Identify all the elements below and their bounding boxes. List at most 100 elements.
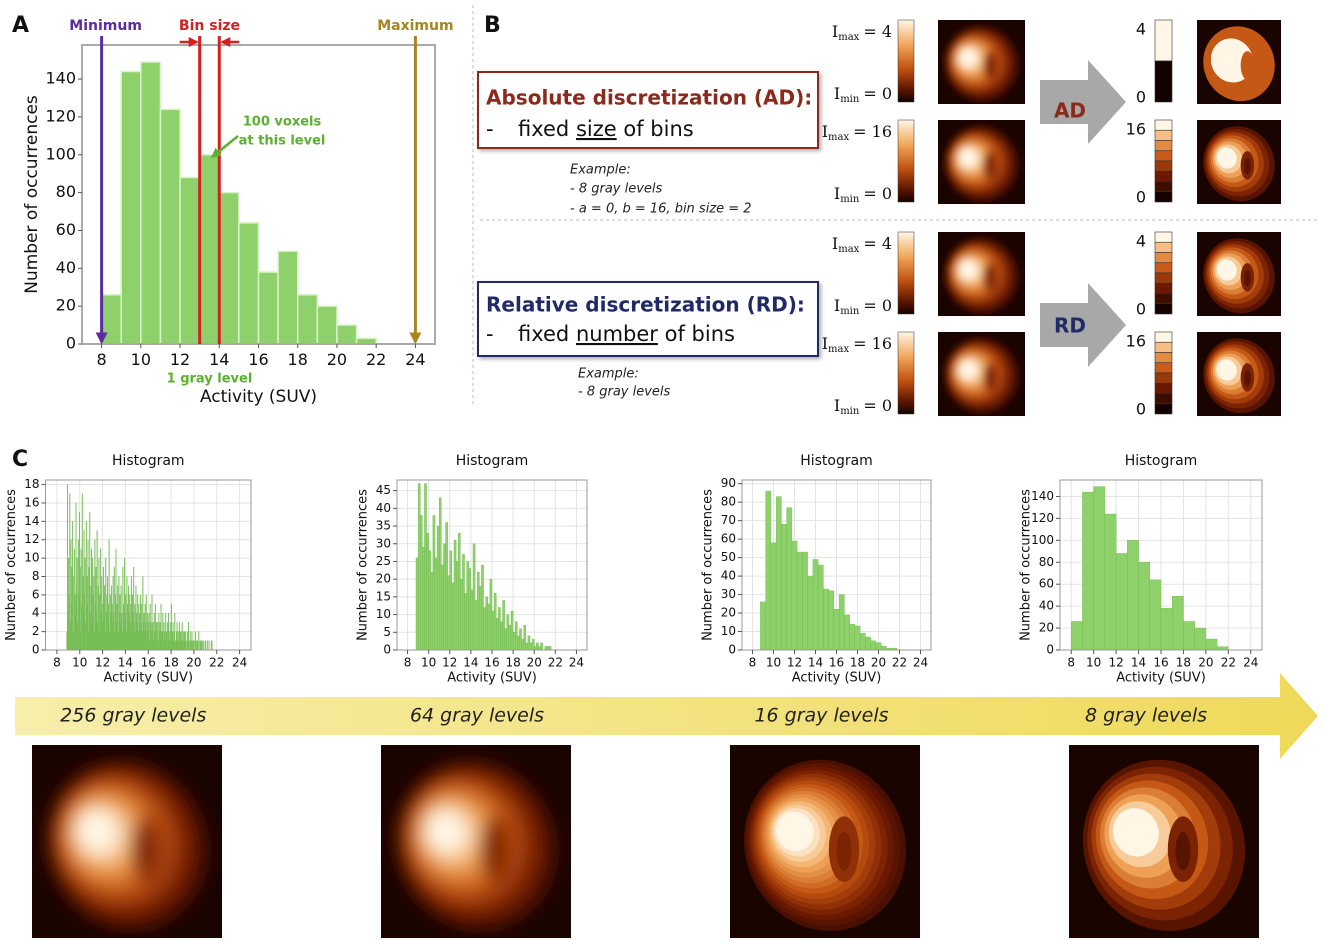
caption: 64 gray levels [410,705,544,727]
x-tick-label: 22 [1221,655,1236,669]
y-tick-label: 80 [56,182,76,201]
bar [829,591,834,650]
bar [200,155,220,344]
y-tick-label: 20 [56,296,76,315]
subscript: min [840,406,860,417]
bar [416,558,418,650]
y-tick-label: 120 [1031,511,1054,525]
bar [547,646,549,650]
bar [871,641,876,650]
bar [189,641,190,650]
bar [160,109,180,344]
bar [1139,562,1150,650]
x-tick-label: 24 [569,655,584,669]
y-tick-label: 16 [24,495,39,509]
y-tick-label: 18 [24,477,39,491]
bar [431,572,433,650]
image [932,326,1030,425]
bar [534,646,536,650]
colorbar-label: Imin= 0 [834,396,892,417]
y-tick-label: 120 [45,106,76,125]
colorbar-step [1155,394,1172,404]
bar [481,565,483,650]
bar [1094,487,1105,650]
y-tick-label: 40 [376,501,391,515]
bar [477,572,479,650]
bar [532,639,534,650]
y-tick-label: 90 [721,476,736,490]
example-note: - 8 gray levels [578,385,671,400]
bar [496,618,498,650]
bar [200,641,201,650]
image [1191,115,1287,213]
y-axis-label: Number of occurrences [22,95,42,294]
x-tick-label: 14 [1131,655,1146,669]
cold-core [987,158,994,175]
bar [448,576,450,650]
y-tick-label: 4 [32,606,40,620]
y-tick-label: 14 [24,514,39,528]
y-tick-label: 25 [376,554,391,568]
x-tick-label: 16 [829,655,844,669]
bar [505,629,507,650]
bar [186,641,187,650]
example-note: - 8 gray levels [570,182,663,197]
panel-label: C [12,447,28,472]
x-tick-label: 18 [288,350,308,369]
value: = 4 [863,22,892,41]
colorbar [898,332,914,414]
image [367,733,585,940]
bar [207,641,208,650]
bar [259,272,279,344]
bar [519,629,521,650]
bar [813,559,818,650]
bar [202,641,203,650]
colorbar-label: 4 [1136,20,1146,39]
chart-title: Histogram [112,453,185,469]
bar [515,622,517,650]
x-tick-label: 10 [1086,655,1101,669]
bar [180,177,200,344]
panel-label: B [484,13,501,38]
bar [522,639,524,650]
image [1055,733,1273,940]
bar [239,223,259,344]
bar [1150,580,1161,650]
bar [1161,608,1172,650]
x-tick-label: 10 [72,655,87,669]
box-text: fixed size of bins [518,117,694,141]
subscript: min [840,194,860,205]
bar [538,646,540,650]
colorbar-step [1155,20,1172,61]
bar [452,583,454,650]
x-tick-label: 10 [766,655,781,669]
text: of bins [665,322,735,346]
bar [209,641,210,650]
bar [337,325,357,344]
chart-title: Histogram [1125,453,1198,469]
cold-core [1175,832,1190,871]
bar [456,561,458,650]
bar [454,540,456,650]
bar [500,622,502,650]
image [716,733,934,940]
bar [760,602,765,650]
bar [443,544,445,650]
x-tick-label: 20 [527,655,542,669]
x-tick-label: 12 [95,655,110,669]
colorbar-step [1155,151,1172,161]
annotation: Bin size [179,18,240,34]
x-tick-label: 16 [1153,655,1168,669]
example: Example: [578,367,639,382]
cold-core [1244,58,1251,75]
x-tick-label: 14 [209,350,229,369]
arrow-label: AD [1054,99,1086,123]
bar [212,641,213,650]
x-tick-label: 22 [548,655,563,669]
bar [792,541,797,650]
bar [429,551,431,650]
x-axis-label: Activity (SUV) [200,387,317,407]
text: fixed [518,117,569,141]
bar [776,497,781,650]
colorbar-label: 0 [1136,188,1146,207]
